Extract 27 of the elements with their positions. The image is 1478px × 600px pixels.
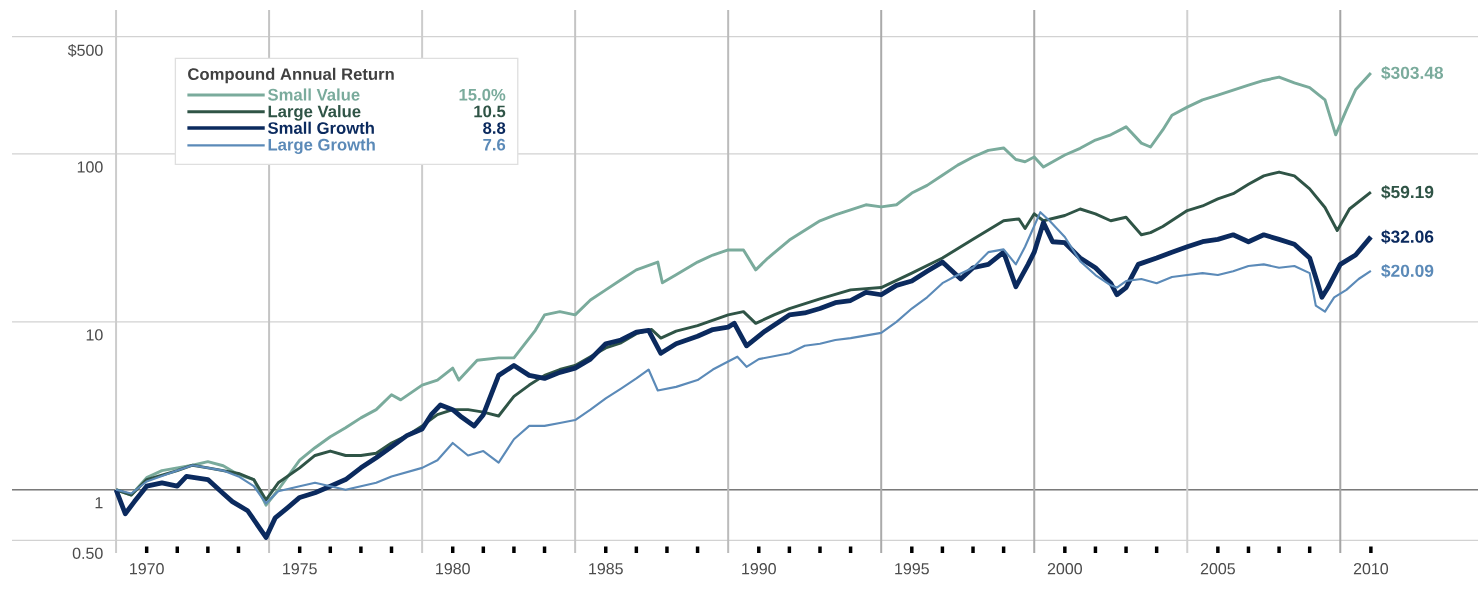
- annotation: 7.6: [483, 138, 506, 151]
- legend-title: Compound Annual Return: [188, 67, 394, 84]
- annotation: $32.06: [1381, 229, 1434, 244]
- y-tick-label: 0.50: [72, 547, 103, 559]
- annotation: $20.09: [1381, 263, 1434, 279]
- annotation: 8.8: [483, 122, 506, 134]
- x-tick-label: 1980: [436, 563, 470, 575]
- x-tick-label: 2005: [1200, 563, 1235, 575]
- x-tick-label: 1975: [283, 563, 317, 575]
- annotation: $59.19: [1381, 185, 1434, 200]
- annotation: $303.48: [1381, 65, 1444, 81]
- x-tick-label: 1985: [589, 563, 623, 575]
- y-tick-label: $500: [67, 43, 103, 57]
- legend-label: Large Value: [268, 105, 361, 121]
- x-tick-label: 1995: [895, 563, 929, 575]
- x-tick-label: 2000: [1047, 563, 1083, 575]
- x-tick-label: 2010: [1353, 563, 1389, 575]
- legend-label: Large Growth: [268, 138, 375, 154]
- legend-label: Small Growth: [267, 121, 374, 134]
- annotation: 10.5: [474, 105, 506, 118]
- annotation: 15.0%: [459, 88, 506, 101]
- y-tick-label: 10: [86, 329, 103, 341]
- x-tick-label: 1970: [130, 563, 164, 575]
- y-tick-label: 100: [77, 161, 103, 173]
- x-tick-label: 1990: [742, 563, 776, 575]
- legend-label: Small Value: [267, 88, 360, 101]
- y-tick-label: 1: [95, 497, 103, 509]
